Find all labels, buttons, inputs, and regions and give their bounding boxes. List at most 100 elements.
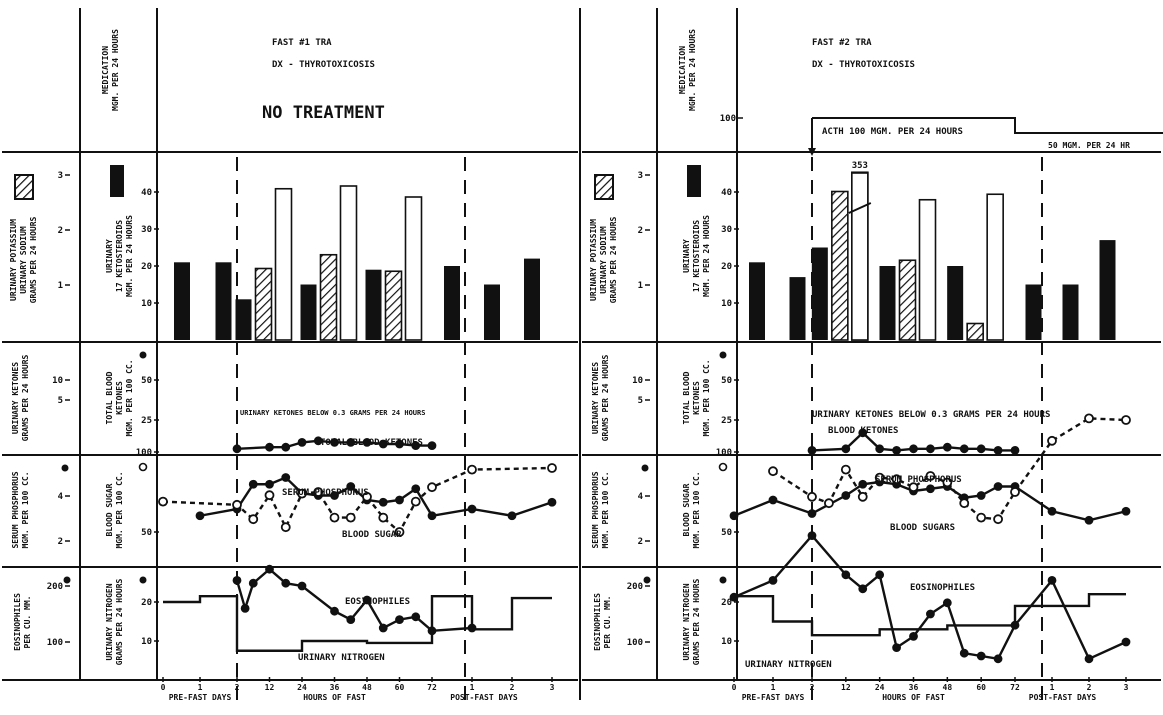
sodium-bar bbox=[274, 187, 293, 341]
panel-title: FAST #2 TRA bbox=[812, 38, 872, 48]
fast-hours-axis-label: HOURS OF FAST bbox=[882, 693, 945, 702]
eosinophiles-axis-label: PER CU. MM. bbox=[603, 596, 612, 649]
urinary-ketones-axis-label: GRAMS PER 24 HOURS bbox=[21, 354, 30, 441]
eosinophiles-point bbox=[281, 578, 291, 588]
blood-sugar-point bbox=[942, 477, 953, 488]
ketosteroids-bar bbox=[235, 299, 252, 340]
panel-1: FAST #1 TRA DX - THYROTOXICOSIS NO TREATME… bbox=[2, 8, 578, 702]
eosinophiles-point bbox=[807, 531, 817, 540]
blood-ketones-point bbox=[232, 444, 242, 454]
phosphorus-tick-label: 2 bbox=[638, 537, 643, 547]
potassium-sodium-axis-label: URINARY POTASSIUM bbox=[9, 219, 18, 301]
urinary-ketones-tick-label: 10 bbox=[632, 376, 643, 386]
ketosteroids-bar bbox=[174, 262, 190, 340]
ketosteroids-bar bbox=[1025, 284, 1042, 340]
blood-sugar-tick-label: 50 bbox=[141, 528, 152, 538]
blood-sugar-axis-label: BLOOD SUGAR bbox=[682, 483, 691, 536]
ketosteroids-tick-label: 30 bbox=[721, 225, 732, 235]
sodium-bar bbox=[918, 198, 937, 341]
blood-sugar-point bbox=[158, 496, 168, 507]
serum-phosphorus-point bbox=[993, 482, 1003, 491]
ketosteroids-bar bbox=[879, 266, 896, 340]
eosinophiles-tick-label: 200 bbox=[47, 582, 63, 592]
axis-tick-label: 1 bbox=[470, 683, 475, 692]
serum-phosphorus-point bbox=[427, 511, 437, 521]
eosinophiles-axis-label: EOSINOPHILES bbox=[593, 593, 602, 651]
axis-tick-label: 60 bbox=[976, 683, 986, 692]
eosinophiles-point bbox=[1084, 654, 1094, 664]
axis-tick-label: 1 bbox=[1050, 683, 1055, 692]
blood-sugar-point bbox=[824, 498, 834, 509]
potassium-legend-swatch bbox=[594, 174, 614, 200]
ketosteroids-tick-label: 20 bbox=[141, 262, 152, 272]
phosphorus-tick-label: 2 bbox=[58, 537, 63, 547]
blood-ketones-axis-label: KETONES bbox=[115, 381, 124, 415]
eosinophiles-tick-label: 100 bbox=[47, 638, 63, 648]
axis-tick-label: 0 bbox=[161, 683, 166, 692]
eosinophiles-marker-key bbox=[643, 576, 651, 584]
sodium-bar-extension bbox=[851, 172, 869, 341]
ketosteroids-bar bbox=[1099, 240, 1116, 340]
eosinophiles-point bbox=[248, 578, 258, 588]
blood-ketones-tick-label: 25 bbox=[141, 416, 152, 426]
blood-ketones-marker-key bbox=[139, 351, 147, 359]
potassium-sodium-axis-label: GRAMS PER 24 HOURS bbox=[29, 216, 38, 303]
ketosteroids-bar bbox=[484, 284, 500, 340]
eosinophiles-marker-key bbox=[63, 576, 71, 584]
blood-ketones-point bbox=[926, 444, 935, 454]
axis-tick-label: 2 bbox=[235, 683, 240, 692]
blood-sugar-point bbox=[362, 491, 372, 502]
ketosteroids-tick-label: 40 bbox=[721, 188, 732, 198]
blood-sugar-point bbox=[1010, 487, 1020, 497]
eosinophiles-annotation: EOSINOPHILES bbox=[345, 597, 410, 607]
ketosteroids-bar bbox=[1062, 284, 1079, 340]
eosinophiles-point bbox=[240, 604, 250, 613]
sodium-bar bbox=[339, 185, 358, 341]
blood-sugar-point bbox=[345, 512, 356, 523]
blood-sugar-point bbox=[547, 463, 557, 473]
urinary-nitrogen-tick-label: 20 bbox=[141, 598, 152, 608]
sodium-peak-label: 353 bbox=[852, 161, 868, 171]
blood-sugar-point bbox=[959, 498, 970, 509]
phosphorus-tick-label: 4 bbox=[638, 492, 644, 502]
blood-ketones-point bbox=[858, 428, 868, 438]
ketosteroids-tick-label: 30 bbox=[141, 225, 152, 235]
eosinophiles-point bbox=[330, 606, 339, 616]
eosinophiles-point bbox=[378, 623, 388, 633]
blood-sugar-point bbox=[857, 491, 868, 502]
eosinophiles-annotation: EOSINOPHILES bbox=[910, 583, 975, 593]
ketosteroids-bar bbox=[789, 277, 806, 340]
blood-sugar-axis-label: MGM. PER 100 CC. bbox=[115, 471, 124, 548]
blood-sugar-point bbox=[1084, 413, 1094, 424]
phosphorus-tick-label: 4 bbox=[58, 492, 64, 502]
serum-phosphorus-point bbox=[976, 491, 986, 500]
blood-sugar-axis-label: MGM. PER 100 CC. bbox=[692, 471, 701, 548]
phosphorus-axis-label: MGM. PER 100 CC. bbox=[601, 471, 610, 548]
medication-axis-label: MGM. PER 24 HOURS bbox=[111, 29, 120, 111]
eosinophiles-point bbox=[976, 651, 986, 661]
eosinophiles-point bbox=[909, 632, 918, 641]
axis-tick-label: 0 bbox=[732, 683, 737, 692]
blood-sugar-point bbox=[1047, 435, 1057, 446]
axis-tick-label: 2 bbox=[510, 683, 515, 692]
blood-ketones-point bbox=[807, 445, 817, 455]
potassium-tick-label: 3 bbox=[58, 171, 63, 181]
blood-ketones-point bbox=[378, 439, 388, 449]
urinary-nitrogen-step-line bbox=[163, 594, 552, 652]
blood-ketones-point bbox=[395, 439, 404, 449]
eosinophiles-point bbox=[362, 595, 372, 605]
serum-phosphorus-point bbox=[858, 479, 868, 489]
phosphorus-axis-label: SERUM PHOSPHORUS bbox=[591, 471, 600, 548]
blood-sugar-point bbox=[427, 482, 437, 493]
serum-phosphorus-point bbox=[395, 495, 404, 505]
blood-ketones-tick-label: 25 bbox=[721, 416, 732, 426]
serum-phosphorus-annotation: SERUM PHOSPHORUS bbox=[875, 475, 962, 485]
potassium-sodium-axis-label: URINARY SODIUM bbox=[599, 226, 608, 294]
blood-ketones-axis-label: MGM. PER 100 CC. bbox=[702, 359, 711, 436]
eosinophiles-point bbox=[395, 615, 404, 624]
sodium-bar bbox=[404, 196, 423, 341]
blood-ketones-tick-label: 50 bbox=[721, 376, 732, 386]
serum-phosphorus-point bbox=[346, 482, 356, 491]
urinary-ketones-tick-label: 5 bbox=[58, 396, 63, 406]
